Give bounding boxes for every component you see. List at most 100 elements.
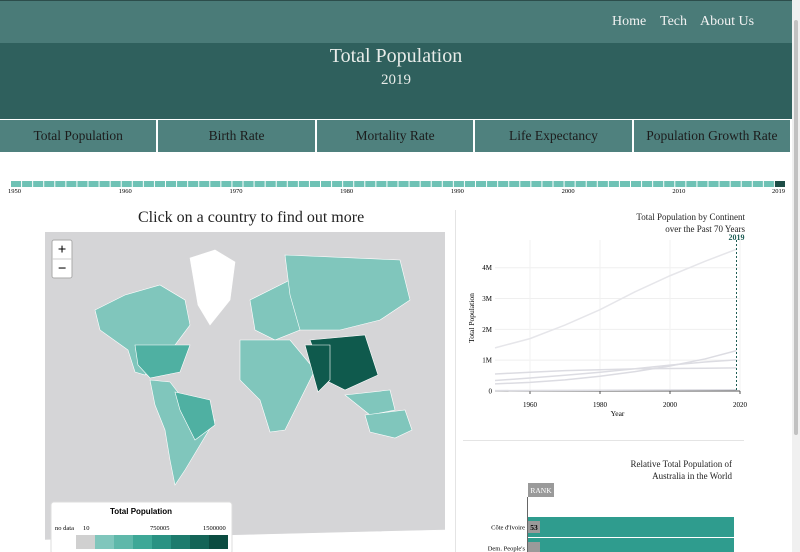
y-tick-label: 3M	[482, 295, 493, 303]
legend-label: 10	[83, 525, 90, 532]
timeline-step[interactable]	[409, 181, 420, 187]
tab[interactable]: Life Expectancy	[475, 120, 634, 152]
timeline-step[interactable]	[276, 181, 287, 187]
tab[interactable]: Population Growth Rate	[633, 120, 793, 152]
timeline-step[interactable]	[597, 181, 608, 187]
timeline-step[interactable]	[586, 181, 597, 187]
timeline-step[interactable]	[110, 181, 121, 187]
timeline-step[interactable]	[154, 181, 165, 187]
timeline-step[interactable]	[298, 181, 309, 187]
nav-link[interactable]: Home	[612, 14, 647, 29]
series-line	[494, 388, 737, 392]
timeline-step[interactable]	[177, 181, 188, 187]
timeline-step[interactable]	[498, 181, 509, 187]
timeline-step[interactable]	[199, 181, 210, 187]
timeline-step[interactable]	[741, 181, 752, 187]
page-year: 2019	[381, 72, 411, 88]
legend-title: Total Population	[110, 507, 172, 516]
timeline-step[interactable]	[476, 181, 487, 187]
timeline-step[interactable]	[653, 181, 664, 187]
timeline-step[interactable]	[664, 181, 675, 187]
timeline-step[interactable]	[11, 181, 22, 187]
timeline-step[interactable]	[55, 181, 66, 187]
tab[interactable]: Total Population	[0, 120, 159, 152]
timeline-step[interactable]	[431, 181, 442, 187]
header: Total Population 2019	[0, 43, 792, 119]
timeline-step[interactable]	[686, 181, 697, 187]
timeline-step[interactable]	[132, 181, 143, 187]
timeline-step[interactable]	[631, 181, 642, 187]
timeline-step[interactable]	[619, 181, 630, 187]
timeline-step[interactable]	[309, 181, 320, 187]
timeline-step[interactable]	[608, 181, 619, 187]
timeline-label: 1980	[340, 188, 353, 195]
timeline-step[interactable]	[365, 181, 376, 187]
timeline-step[interactable]	[265, 181, 276, 187]
timeline-step[interactable]	[564, 181, 575, 187]
timeline-step[interactable]	[442, 181, 453, 187]
x-tick-label: 1980	[593, 401, 608, 409]
timeline-step[interactable]	[44, 181, 55, 187]
timeline-step[interactable]	[287, 181, 298, 187]
timeline-step[interactable]	[774, 181, 785, 187]
timeline-step[interactable]	[453, 181, 464, 187]
timeline-step[interactable]	[188, 181, 199, 187]
timeline-step[interactable]	[398, 181, 409, 187]
scrollbar-thumb[interactable]	[794, 20, 798, 435]
timeline-step[interactable]	[143, 181, 154, 187]
timeline-step[interactable]	[509, 181, 520, 187]
timeline-step[interactable]	[708, 181, 719, 187]
timeline-step[interactable]	[376, 181, 387, 187]
legend-swatch	[76, 535, 95, 549]
timeline-step[interactable]	[321, 181, 332, 187]
timeline-step[interactable]	[254, 181, 265, 187]
timeline-step[interactable]	[487, 181, 498, 187]
y-tick-label: 0	[489, 388, 493, 396]
timeline-step[interactable]	[387, 181, 398, 187]
timeline-step[interactable]	[332, 181, 343, 187]
timeline-step[interactable]	[232, 181, 243, 187]
timeline-step[interactable]	[166, 181, 177, 187]
timeline-step[interactable]	[697, 181, 708, 187]
divider	[455, 210, 456, 552]
timeline-step[interactable]	[88, 181, 99, 187]
timeline-step[interactable]	[520, 181, 531, 187]
timeline-step[interactable]	[553, 181, 564, 187]
timeline-step[interactable]	[675, 181, 686, 187]
timeline-step[interactable]	[464, 181, 475, 187]
timeline-step[interactable]	[575, 181, 586, 187]
timeline-label: 2010	[672, 188, 685, 195]
timeline-step[interactable]	[354, 181, 365, 187]
timeline-step[interactable]	[730, 181, 741, 187]
timeline-step[interactable]	[66, 181, 77, 187]
timeline-step[interactable]	[642, 181, 653, 187]
legend-swatch	[114, 535, 133, 549]
x-axis-label: Year	[611, 409, 625, 418]
timeline-step[interactable]	[343, 181, 354, 187]
tab[interactable]: Birth Rate	[158, 120, 317, 152]
zoom-out[interactable]: −	[58, 261, 67, 277]
timeline-step[interactable]	[752, 181, 763, 187]
series-line	[494, 359, 737, 382]
nav-link[interactable]: About Us	[700, 14, 755, 29]
timeline-step[interactable]	[33, 181, 44, 187]
timeline-step[interactable]	[542, 181, 553, 187]
zoom-in[interactable]: +	[58, 242, 67, 258]
timeline-step[interactable]	[22, 181, 33, 187]
timeline-step[interactable]	[420, 181, 431, 187]
timeline-step[interactable]	[221, 181, 232, 187]
tab[interactable]: Mortality Rate	[316, 120, 476, 152]
tab-bar: Total Population Birth Rate Mortality Rate…	[0, 120, 793, 152]
timeline-step[interactable]	[763, 181, 774, 187]
timeline-step[interactable]	[531, 181, 542, 187]
timeline-step[interactable]	[210, 181, 221, 187]
rank-badge	[528, 483, 554, 497]
timeline-step[interactable]	[77, 181, 88, 187]
timeline-step[interactable]	[121, 181, 132, 187]
nav-link[interactable]: Tech	[660, 14, 688, 29]
timeline-step[interactable]	[243, 181, 254, 187]
legend-label: 750005	[150, 525, 170, 532]
timeline-step[interactable]	[719, 181, 730, 187]
timeline-step[interactable]	[99, 181, 110, 187]
